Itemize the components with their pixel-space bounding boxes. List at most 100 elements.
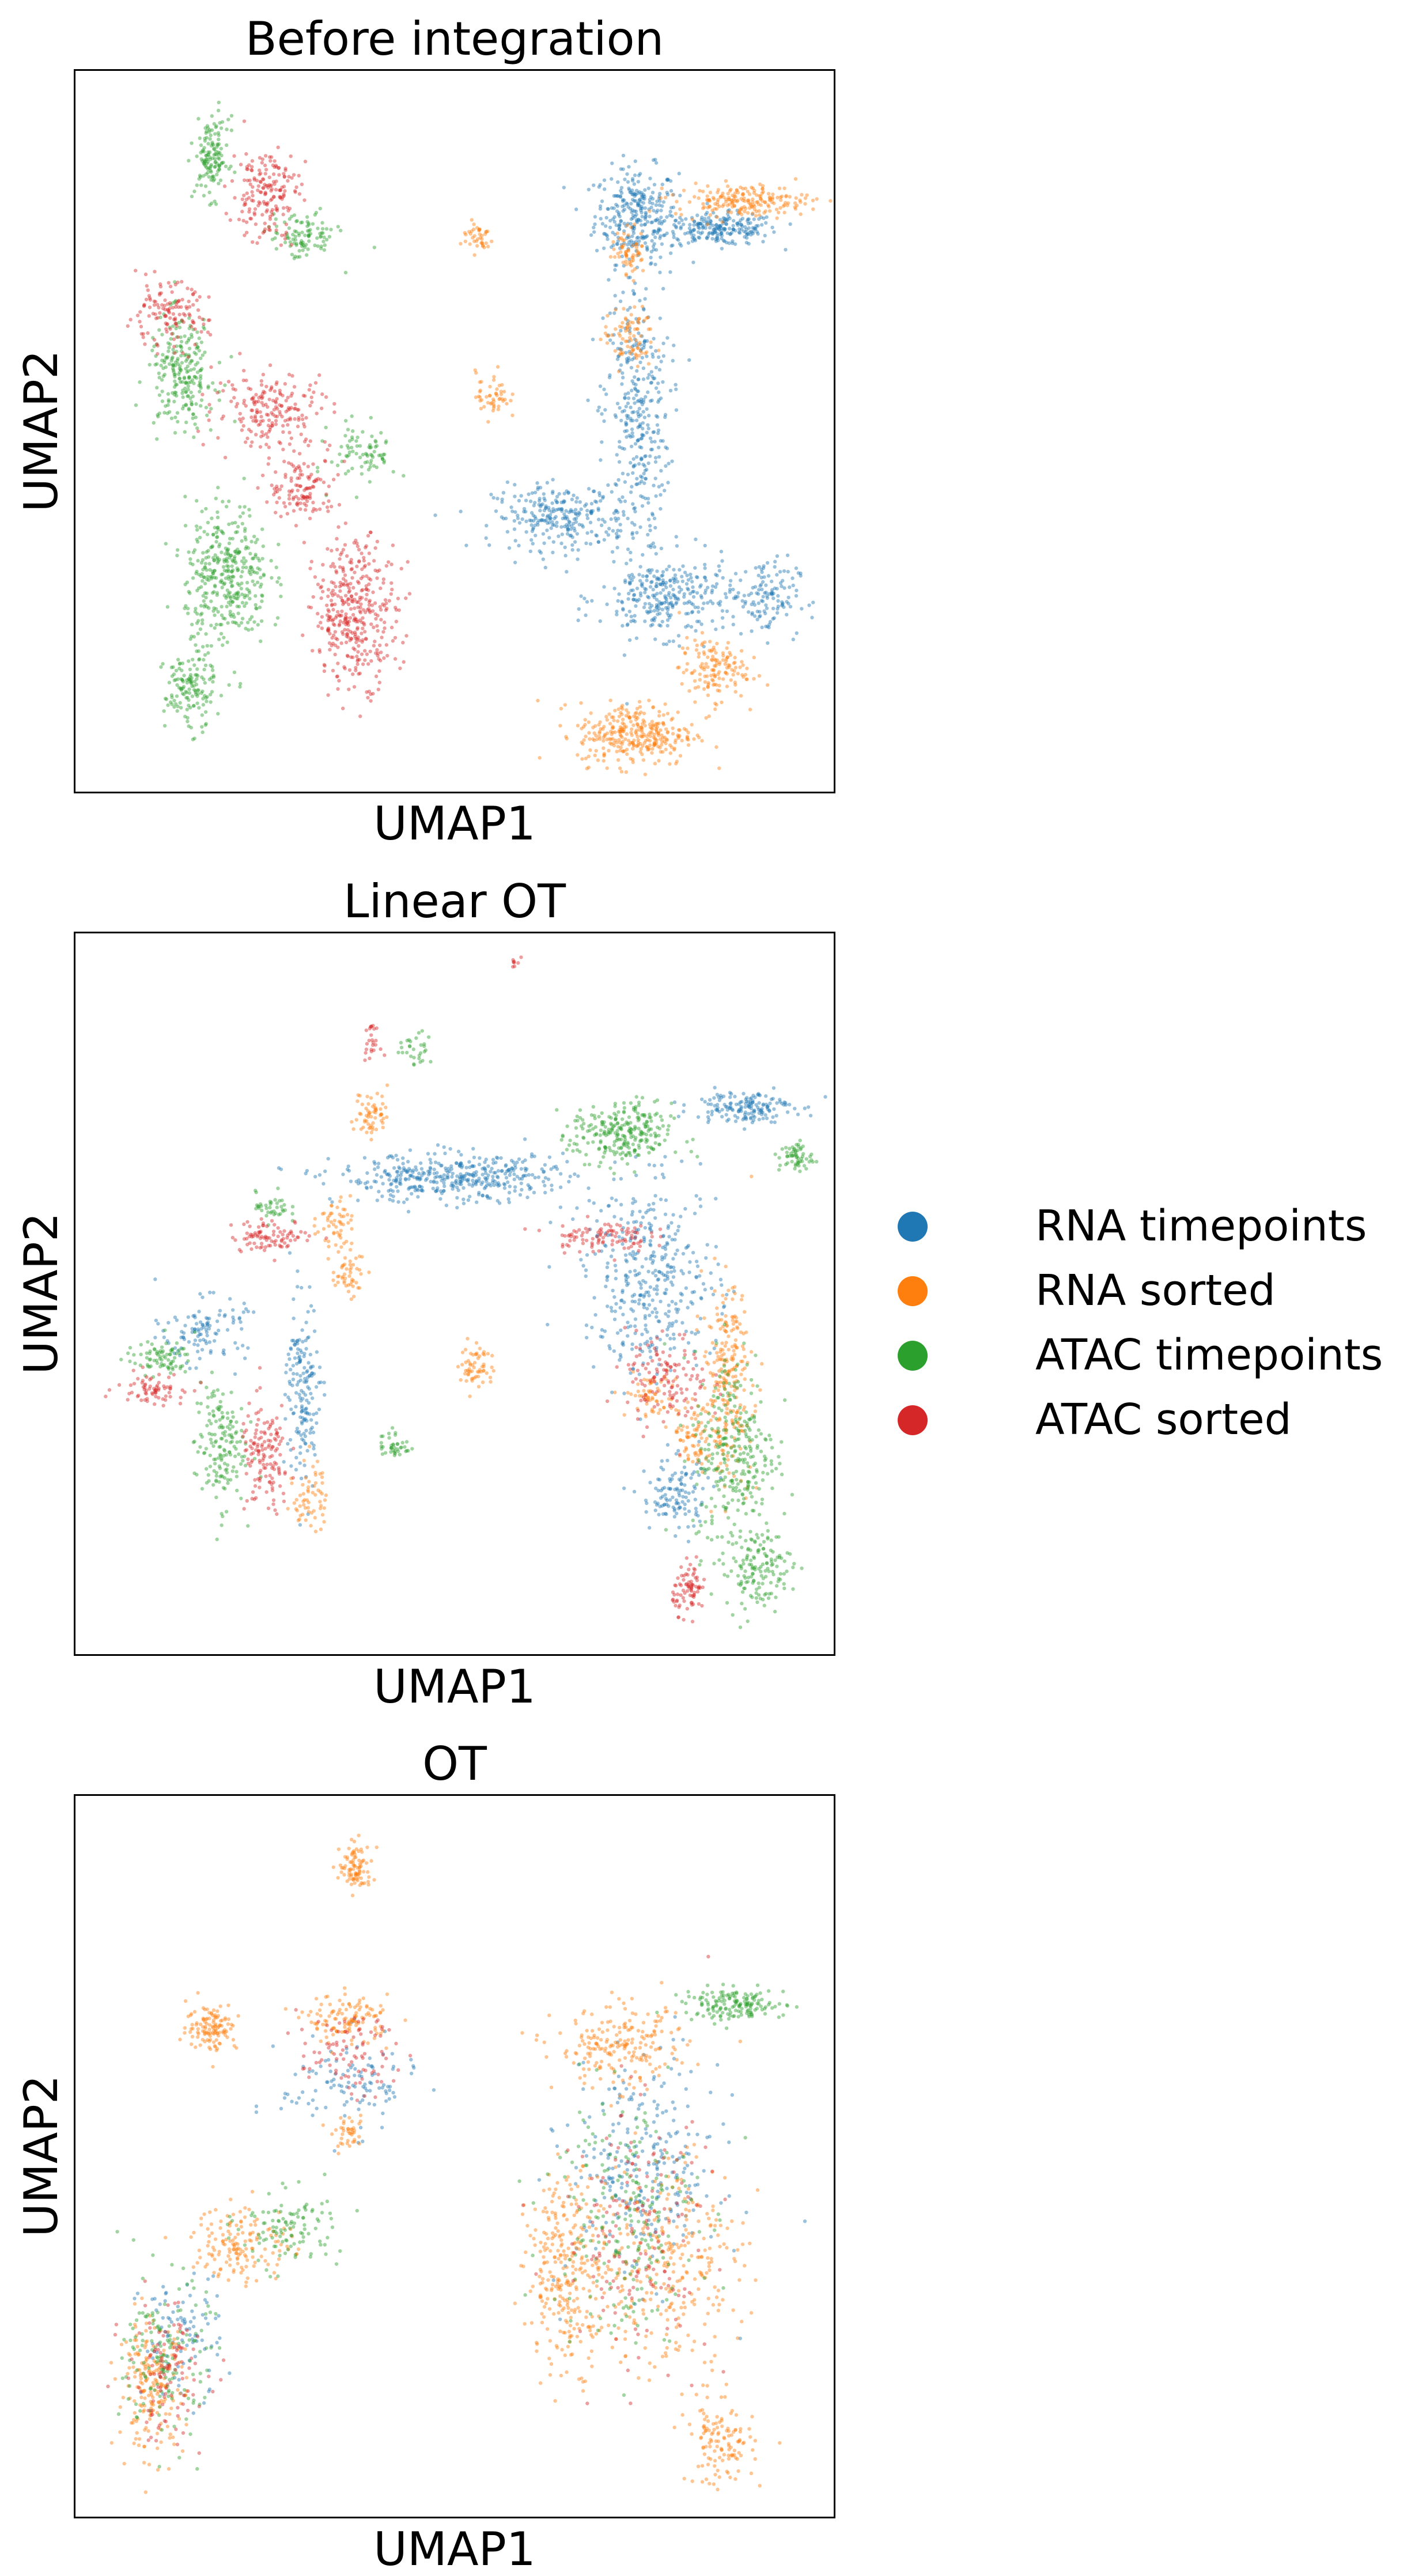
point xyxy=(213,614,216,617)
point xyxy=(307,221,310,225)
point xyxy=(682,188,686,192)
point xyxy=(166,403,169,407)
point xyxy=(662,1175,665,1179)
point xyxy=(308,404,312,407)
point xyxy=(654,456,657,459)
point xyxy=(717,684,721,687)
point xyxy=(385,654,389,657)
point xyxy=(743,225,747,229)
point xyxy=(665,215,668,218)
point xyxy=(569,534,573,537)
point xyxy=(720,559,724,562)
point xyxy=(641,356,644,360)
point xyxy=(360,589,363,592)
point xyxy=(188,706,192,709)
point xyxy=(261,419,264,422)
point xyxy=(580,508,583,511)
point xyxy=(602,725,606,728)
point xyxy=(731,673,735,676)
point xyxy=(657,228,660,232)
point xyxy=(621,371,624,375)
point xyxy=(310,560,313,563)
point xyxy=(616,719,619,723)
point xyxy=(659,196,663,200)
point xyxy=(675,408,678,411)
point xyxy=(698,672,702,676)
point xyxy=(587,1186,590,1190)
point xyxy=(332,402,336,406)
point xyxy=(244,547,247,550)
point xyxy=(701,226,705,230)
point xyxy=(197,384,201,387)
point xyxy=(638,525,642,529)
point xyxy=(328,1197,331,1201)
point xyxy=(612,560,615,563)
point xyxy=(246,621,249,624)
point xyxy=(310,395,313,399)
point xyxy=(330,599,333,602)
point xyxy=(252,557,255,560)
point xyxy=(344,419,347,422)
point xyxy=(605,216,608,220)
point xyxy=(172,345,176,348)
point xyxy=(581,742,584,746)
point xyxy=(715,236,718,240)
point xyxy=(562,186,566,189)
point xyxy=(607,278,610,281)
point xyxy=(621,704,624,708)
point xyxy=(631,434,634,438)
point xyxy=(559,707,563,710)
point xyxy=(727,198,730,201)
point xyxy=(610,206,614,210)
point xyxy=(455,1196,459,1200)
point xyxy=(156,352,159,355)
point xyxy=(260,401,263,404)
point xyxy=(729,678,733,682)
point xyxy=(405,1197,408,1201)
point xyxy=(263,229,266,233)
point xyxy=(529,550,532,553)
point xyxy=(602,388,606,391)
point xyxy=(199,377,202,380)
point xyxy=(391,1189,395,1193)
point xyxy=(592,230,596,233)
point xyxy=(316,625,320,628)
point xyxy=(610,161,614,165)
point xyxy=(176,335,180,339)
point xyxy=(319,596,323,600)
point xyxy=(562,512,566,516)
point xyxy=(290,392,294,395)
point xyxy=(584,542,588,545)
point xyxy=(218,542,221,546)
point xyxy=(599,458,602,462)
point xyxy=(655,386,658,389)
point xyxy=(139,325,143,328)
point xyxy=(640,436,644,440)
point xyxy=(322,481,326,484)
point xyxy=(792,584,795,587)
point xyxy=(198,390,201,394)
point xyxy=(656,608,659,612)
point xyxy=(373,1167,376,1171)
point xyxy=(399,1182,402,1186)
point xyxy=(282,194,286,198)
point xyxy=(442,1145,445,1149)
point xyxy=(283,382,287,385)
point xyxy=(227,523,230,526)
point xyxy=(330,1200,334,1204)
point xyxy=(637,598,641,602)
point xyxy=(555,1167,559,1171)
point xyxy=(633,173,637,177)
point xyxy=(194,402,198,406)
point xyxy=(199,627,202,631)
point xyxy=(595,249,599,252)
point xyxy=(747,242,750,245)
point xyxy=(612,587,616,590)
point xyxy=(213,165,217,168)
point xyxy=(620,735,623,739)
point xyxy=(691,610,694,614)
point xyxy=(513,1189,517,1193)
point xyxy=(208,137,211,141)
point xyxy=(196,559,199,562)
point xyxy=(191,694,194,698)
